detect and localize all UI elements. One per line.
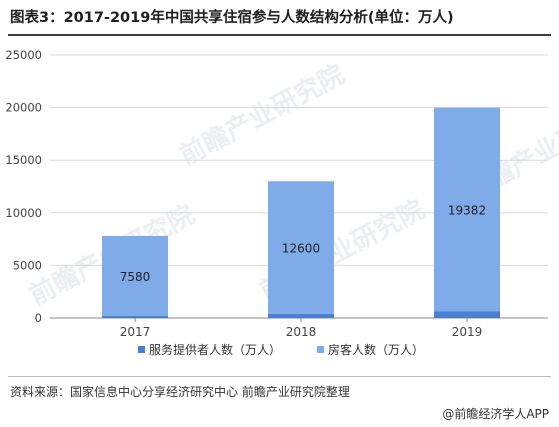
data-label: 19382 (448, 204, 486, 218)
bar-guest-2017 (102, 235, 168, 316)
y-tick-label: 15000 (5, 153, 42, 167)
source-divider (8, 376, 551, 377)
bar-guest-2018 (268, 181, 334, 314)
y-tick-label: 0 (35, 311, 42, 325)
chart-title: 图表3：2017-2019年中国共享住宿参与人数结构分析(单位：万人) (10, 10, 454, 26)
data-label: 12600 (282, 242, 320, 256)
bar-guest-2019 (434, 107, 500, 312)
y-tick-label: 10000 (5, 206, 42, 220)
legend-label-provider: 服务提供者人数（万人） (149, 342, 281, 357)
bar-provider-2017 (102, 315, 168, 318)
y-tick-label: 25000 (5, 48, 42, 62)
data-label: 7580 (120, 270, 151, 284)
x-tick-label: 2018 (286, 325, 317, 339)
legend-swatch-guest (317, 346, 324, 353)
brand-label: @前瞻经济学人APP (442, 407, 549, 421)
stacked-bar-chart: 0500010000150002000025000220758020174001… (5, 48, 548, 357)
legend-swatch-provider (138, 346, 145, 353)
title-divider (8, 34, 551, 36)
bar-provider-2019 (434, 311, 500, 318)
source-note: 资料来源：国家信息中心分享经济研究中心 前瞻产业研究院整理 (10, 385, 350, 399)
x-tick-label: 2017 (120, 325, 151, 339)
legend-label-guest: 房客人数（万人） (328, 342, 424, 357)
y-tick-label: 20000 (5, 101, 42, 115)
x-tick-label: 2019 (452, 325, 483, 339)
y-tick-label: 5000 (13, 258, 42, 272)
bar-provider-2018 (268, 313, 334, 318)
